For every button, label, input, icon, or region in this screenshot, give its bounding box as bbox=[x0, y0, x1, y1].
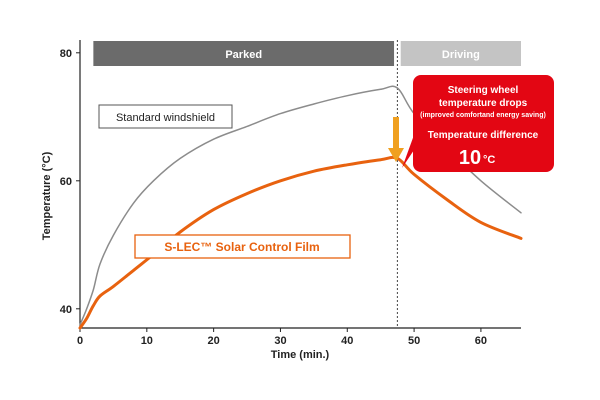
x-axis-title: Time (min.) bbox=[271, 349, 330, 361]
temperature-drop-arrow bbox=[388, 117, 404, 162]
x-tick-label: 20 bbox=[208, 335, 220, 347]
callout-line4: Temperature difference bbox=[428, 130, 539, 141]
x-tick-label: 60 bbox=[475, 335, 487, 347]
x-tick-label: 50 bbox=[408, 335, 420, 347]
y-axis-ticks: 40 60 80 bbox=[60, 48, 80, 316]
x-axis-ticks: 0 10 20 30 40 50 60 bbox=[77, 328, 487, 347]
callout-unit: °C bbox=[483, 154, 495, 166]
legend-box-standard bbox=[98, 104, 233, 129]
x-tick-label: 10 bbox=[141, 335, 153, 347]
phase-bands: Parked Driving bbox=[93, 41, 521, 66]
legend-label-film: S-LEC™ Solar Control Film bbox=[164, 240, 319, 254]
callout-box bbox=[413, 75, 554, 172]
y-axis-title: Temperature (°C) bbox=[41, 151, 53, 240]
x-tick-label: 40 bbox=[341, 335, 353, 347]
phase-band-parked bbox=[93, 41, 395, 66]
temperature-callout: Steering wheel temperature drops (improv… bbox=[402, 75, 554, 172]
phase-label-parked: Parked bbox=[225, 49, 262, 61]
callout-value: 10 bbox=[459, 147, 481, 169]
y-tick-label: 60 bbox=[60, 176, 72, 188]
phase-label-driving: Driving bbox=[442, 49, 480, 61]
callout-line3: (improved comfortand energy saving) bbox=[420, 112, 546, 119]
legend-label-standard: Standard windshield bbox=[116, 112, 215, 124]
y-tick-label: 80 bbox=[60, 48, 72, 60]
phase-band-driving bbox=[400, 41, 521, 66]
x-tick-label: 30 bbox=[274, 335, 286, 347]
series-line-film bbox=[78, 155, 523, 330]
y-tick-label: 40 bbox=[60, 304, 72, 316]
callout-pointer bbox=[402, 135, 414, 168]
legend-box-film bbox=[134, 234, 351, 259]
callout-line1: Steering wheel bbox=[448, 85, 519, 96]
x-tick-label: 0 bbox=[77, 335, 83, 347]
callout-line2: temperature drops bbox=[439, 98, 528, 109]
